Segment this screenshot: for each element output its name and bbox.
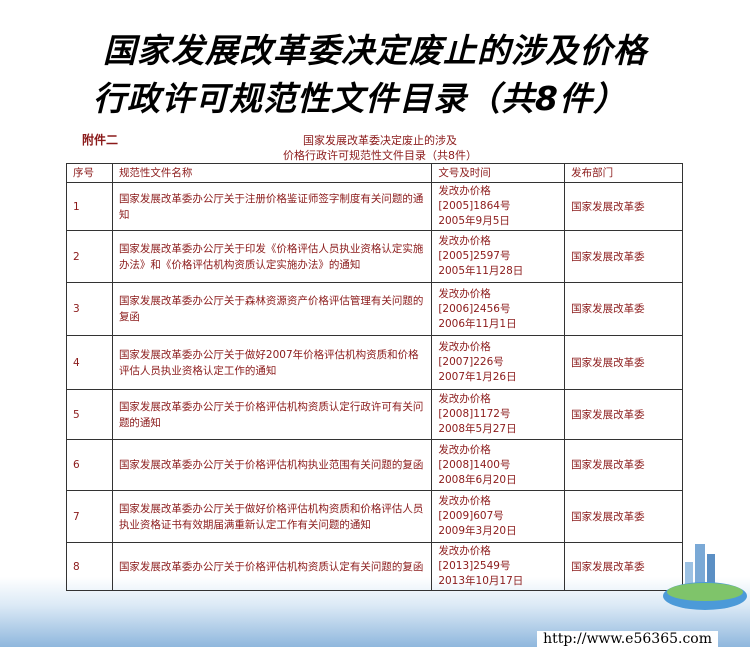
doc-number: [2009]607号 — [438, 510, 504, 522]
doc-number: [2005]2597号 — [438, 250, 511, 262]
document-title-line1: 国家发展改革委决定废止的涉及 — [303, 134, 457, 147]
cell-doc-number-date: 发改办价格 [2008]1400号 2008年6月20日 — [431, 439, 566, 491]
cell-document-name: 国家发展改革委办公厅关于森林资源资产价格评估管理有关问题的复函 — [111, 282, 433, 336]
table-row: 2 国家发展改革委办公厅关于印发《价格评估人员执业资格认定实施办法》和《价格评估机… — [66, 230, 683, 283]
cell-department: 国家发展改革委 — [564, 439, 683, 491]
table-row: 1 国家发展改革委办公厅关于注册价格鉴证师签字制度有关问题的通知 发改办价格 [200… — [66, 182, 683, 231]
cell-number: 8 — [66, 542, 113, 591]
table-row: 5 国家发展改革委办公厅关于价格评估机构资质认定行政许可有关问题的通知 发改办价格 [… — [66, 389, 683, 440]
doc-date: 2008年5月27日 — [438, 423, 517, 435]
doc-prefix: 发改办价格 — [438, 341, 491, 353]
cell-document-name: 国家发展改革委办公厅关于做好2007年价格评估机构资质和价格评估人员执业资格认定… — [111, 335, 433, 390]
doc-prefix: 发改办价格 — [438, 495, 491, 507]
watermark-url: http://www.e56365.com — [537, 631, 718, 647]
cell-document-name: 国家发展改革委办公厅关于印发《价格评估人员执业资格认定实施办法》和《价格评估机构… — [111, 230, 433, 283]
document-title-line2: 价格行政许可规范性文件目录（共8件） — [283, 149, 477, 162]
doc-date: 2008年6月20日 — [438, 473, 517, 486]
cell-department: 国家发展改革委 — [564, 490, 683, 543]
doc-prefix: 发改办价格 — [438, 545, 491, 557]
header-document-name: 规范性文件名称 — [111, 163, 433, 183]
cell-number: 3 — [66, 282, 113, 336]
doc-prefix: 发改办价格 — [438, 235, 491, 247]
header-issuing-department: 发布部门 — [564, 163, 683, 183]
abolished-documents-table: 序号 规范性文件名称 文号及时间 发布部门 1 国家发展改革委办公厅关于注册价格鉴… — [66, 163, 683, 591]
doc-date: 2005年11月28日 — [438, 265, 524, 277]
cell-department: 国家发展改革委 — [564, 335, 683, 390]
table-row: 4 国家发展改革委办公厅关于做好2007年价格评估机构资质和价格评估人员执业资格认… — [66, 335, 683, 390]
doc-prefix: 发改办价格 — [438, 287, 491, 300]
cell-number: 6 — [66, 439, 113, 491]
doc-number: [2006]2456号 — [438, 302, 511, 315]
cell-number: 4 — [66, 335, 113, 390]
cell-department: 国家发展改革委 — [564, 230, 683, 283]
cell-document-name: 国家发展改革委办公厅关于做好价格评估机构资质和价格评估人员执业资格证书有效期届满… — [111, 490, 433, 543]
cell-doc-number-date: 发改办价格 [2013]2549号 2013年10月17日 — [431, 542, 566, 591]
slide-title-line2: 行政许可规范性文件目录（共8件） — [93, 79, 627, 118]
header-doc-number-date: 文号及时间 — [431, 163, 566, 183]
cell-document-name: 国家发展改革委办公厅关于价格评估机构资质认定有关问题的复函 — [111, 542, 433, 591]
doc-prefix: 发改办价格 — [438, 185, 491, 197]
cell-doc-number-date: 发改办价格 [2009]607号 2009年3月20日 — [431, 490, 566, 543]
doc-number: [2005]1864号 — [438, 200, 511, 212]
doc-number: [2013]2549号 — [438, 560, 511, 572]
slide-title-line1: 国家发展改革委决定废止的涉及价格 — [103, 31, 647, 70]
cell-document-name: 国家发展改革委办公厅关于价格评估机构执业范围有关问题的复函 — [111, 439, 433, 491]
cell-document-name: 国家发展改革委办公厅关于注册价格鉴证师签字制度有关问题的通知 — [111, 182, 433, 231]
table-row: 3 国家发展改革委办公厅关于森林资源资产价格评估管理有关问题的复函 发改办价格 [20… — [66, 282, 683, 336]
cell-department: 国家发展改革委 — [564, 389, 683, 440]
document-title: 国家发展改革委决定废止的涉及 价格行政许可规范性文件目录（共8件） — [230, 133, 530, 163]
doc-prefix: 发改办价格 — [438, 443, 491, 456]
doc-date: 2007年1月26日 — [438, 371, 517, 383]
doc-date: 2005年9月5日 — [438, 215, 510, 227]
doc-date: 2013年10月17日 — [438, 575, 524, 587]
cell-doc-number-date: 发改办价格 [2005]1864号 2005年9月5日 — [431, 182, 566, 231]
header-number: 序号 — [66, 163, 113, 183]
cell-number: 1 — [66, 182, 113, 231]
doc-number: [2008]1172号 — [438, 408, 511, 420]
table-header-row: 序号 规范性文件名称 文号及时间 发布部门 — [66, 163, 683, 183]
table-row: 6 国家发展改革委办公厅关于价格评估机构执业范围有关问题的复函 发改办价格 [2008… — [66, 439, 683, 491]
cell-doc-number-date: 发改办价格 [2008]1172号 2008年5月27日 — [431, 389, 566, 440]
annex-label: 附件二 — [82, 133, 119, 147]
doc-number: [2007]226号 — [438, 356, 504, 368]
doc-prefix: 发改办价格 — [438, 393, 491, 405]
cell-doc-number-date: 发改办价格 [2007]226号 2007年1月26日 — [431, 335, 566, 390]
cell-number: 2 — [66, 230, 113, 283]
cell-doc-number-date: 发改办价格 [2006]2456号 2006年11月1日 — [431, 282, 566, 336]
cell-department: 国家发展改革委 — [564, 542, 683, 591]
doc-number: [2008]1400号 — [438, 458, 511, 471]
cell-department: 国家发展改革委 — [564, 182, 683, 231]
cell-number: 7 — [66, 490, 113, 543]
doc-date: 2006年11月1日 — [438, 317, 517, 330]
cell-document-name: 国家发展改革委办公厅关于价格评估机构资质认定行政许可有关问题的通知 — [111, 389, 433, 440]
table-row: 8 国家发展改革委办公厅关于价格评估机构资质认定有关问题的复函 发改办价格 [2013… — [66, 542, 683, 591]
cell-doc-number-date: 发改办价格 [2005]2597号 2005年11月28日 — [431, 230, 566, 283]
globe-buildings-icon — [663, 544, 747, 610]
table-row: 7 国家发展改革委办公厅关于做好价格评估机构资质和价格评估人员执业资格证书有效期届… — [66, 490, 683, 543]
cell-number: 5 — [66, 389, 113, 440]
doc-date: 2009年3月20日 — [438, 525, 517, 537]
cell-department: 国家发展改革委 — [564, 282, 683, 336]
